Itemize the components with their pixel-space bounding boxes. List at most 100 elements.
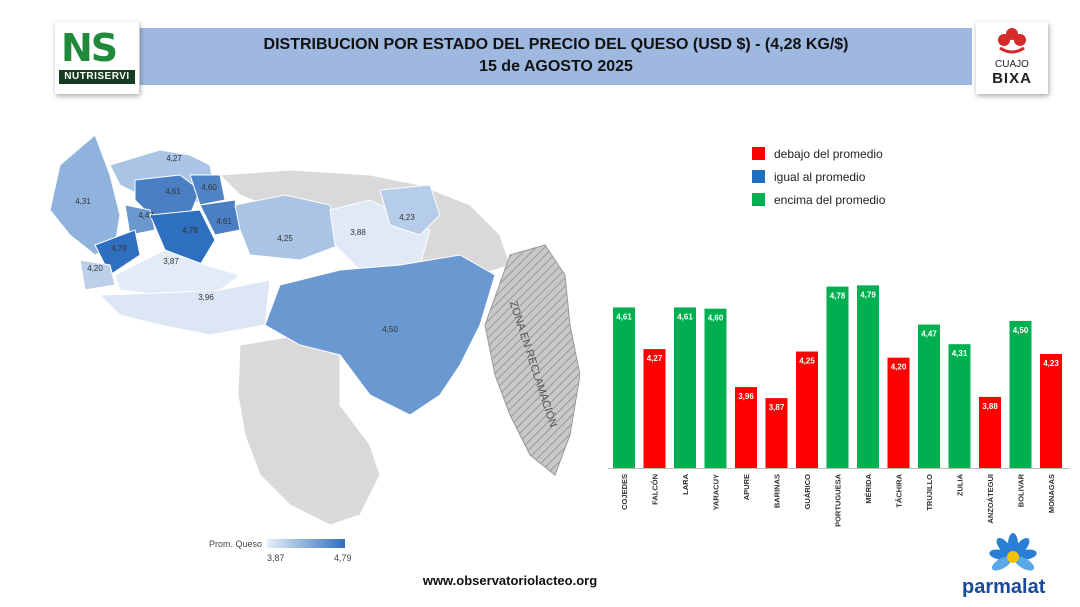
title-line-2: 15 de AGOSTO 2025 [479,58,633,75]
category-label: ANZOÁTEGUI [986,474,995,524]
cuajo-bixa-emblem-icon [998,28,1026,54]
bar-monagas [1040,354,1062,468]
bar-value-label: 4,20 [891,363,907,372]
bar-value-label: 3,96 [738,392,754,401]
bar-bolivar [1009,320,1032,468]
map-label: 4,47 [138,211,154,220]
category-label: PORTUGUESA [834,473,843,527]
map-region-barinas [114,249,242,296]
bar-value-label: 4,50 [1013,326,1029,335]
bar-chart: 4,61 COJEDES 4,27 FALCÓN 4,61 LARA 4,60 YARACUY… [608,285,1070,527]
legend-swatch [752,147,765,160]
bar-value-label: 4,79 [860,290,876,299]
map-label: 3,88 [350,228,366,237]
bar-mérida [857,285,879,468]
nutriservi-logo-mark: NS [61,26,118,70]
map-label: 4,25 [277,234,293,243]
title-line-1: DISTRIBUCION POR ESTADO DEL PRECIO DEL Q… [263,36,849,53]
category-label: COJEDES [620,474,629,510]
footer-url[interactable]: www.observatoriolacteo.org [422,573,598,588]
bar-cojedes [613,307,635,468]
map-label: 4,23 [399,213,415,222]
category-label: GUÁRICO [803,474,812,510]
bar-anzoátegui [979,396,1001,468]
legend-item-below: debajo del promedio [752,142,885,165]
bar-value-label: 4,25 [799,357,815,366]
category-label: ZULIA [956,473,965,496]
bar-guárico [796,351,818,468]
bar-value-label: 4,47 [921,330,937,339]
bar-lara [674,307,696,468]
nutriservi-logo: NS NUTRISERVI [55,22,139,94]
bar-táchira [887,357,910,468]
legend-item-above: encima del promedio [752,188,885,211]
bar-value-label: 4,60 [708,314,724,323]
map-label: 4,78 [182,226,198,235]
parmalat-logo-word: parmalat [962,576,1046,598]
map-region-guarico [234,194,341,261]
legend-label: igual al promedio [774,169,866,184]
bar-value-label: 4,31 [952,349,968,358]
page-title: DISTRIBUCION POR ESTADO DEL PRECIO DEL Q… [140,34,972,78]
bar-value-label: 4,23 [1043,359,1059,368]
category-label: BOLIVAR [1017,473,1026,507]
legend-swatch [752,193,765,206]
map-label: 4,61 [216,217,232,226]
bar-value-label: 4,61 [677,312,693,321]
bar-falcón [643,349,666,468]
scale-gradient [267,539,345,548]
bar-value-label: 4,78 [830,292,846,301]
map-region-portuguesa [149,209,216,266]
scale-title: Prom. Queso [209,539,263,549]
bar-value-label: 3,87 [769,403,785,412]
bar-value-label: 4,27 [647,354,663,363]
bar-zulia [948,344,971,468]
map-label: 4,79 [111,244,127,253]
category-label: TRUJILLO [925,474,934,511]
map-label: 4,20 [87,264,103,273]
category-label: BARINAS [773,474,782,508]
cuajo-bixa-logo: CUAJO BIXA [976,22,1048,94]
category-label: TÁCHIRA [895,473,904,507]
category-label: MÉRIDA [864,473,873,503]
bar-yaracuy [704,308,727,468]
legend-label: debajo del promedio [774,146,883,161]
legend-swatch [752,170,765,183]
bar-barinas [765,398,788,468]
legend-item-equal: igual al promedio [752,165,885,188]
category-label: FALCÓN [651,474,660,505]
title-banner [140,28,972,85]
parmalat-flower-icon [989,533,1037,571]
nutriservi-logo-name: NUTRISERVI [64,71,130,82]
map-label: 4,61 [165,187,181,196]
legend: debajo del promedio igual al promedio en… [752,142,885,211]
bar-trujillo [918,324,940,468]
category-label: YARACUY [712,474,721,510]
cuajo-bixa-line-2: BIXA [992,70,1032,87]
map-region-yaracuy [189,174,226,206]
venezuela-map: ZONA EN RECLAMACIÓN 4,27 4,31 4,61 4,60 … [49,134,580,526]
map-region-tachira [79,259,116,291]
scale-min: 3,87 [267,553,285,563]
bar-value-label: 4,61 [616,312,632,321]
bar-portuguesa [826,286,849,468]
map-region-trujillo [124,204,156,236]
bar-value-label: 3,88 [982,402,998,411]
map-region-bolivar [264,254,496,416]
map-zone-reclamacion [484,244,580,476]
legend-label: encima del promedio [774,192,886,207]
map-label: 4,60 [201,183,217,192]
map-region-monagas [379,184,441,236]
category-label: MONAGAS [1047,474,1056,513]
map-label: 3,87 [163,257,179,266]
map-region-zulia [49,134,121,256]
cuajo-bixa-line-1: CUAJO [995,59,1029,70]
map-label: 4,50 [382,325,398,334]
parmalat-logo: parmalat [958,533,1068,603]
category-label: APURE [742,474,751,500]
map-label: 4,27 [166,154,182,163]
category-label: LARA [681,473,690,494]
bar-apure [735,387,757,468]
scale-max: 4,79 [334,553,352,563]
map-label: 3,96 [198,293,214,302]
